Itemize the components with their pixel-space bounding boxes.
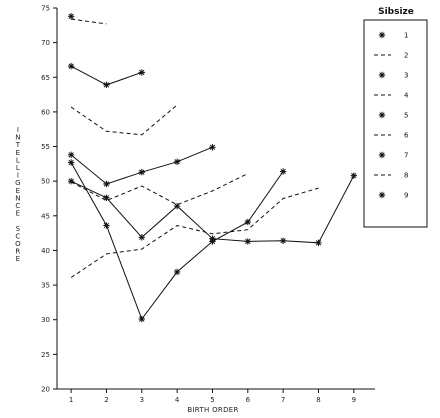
y-tick-label: 60	[41, 108, 50, 116]
x-tick-label: 6	[246, 396, 251, 404]
data-point-9	[138, 234, 145, 241]
series-line-7	[70, 162, 284, 321]
data-point-5	[67, 151, 75, 159]
y-tick-label: 25	[41, 351, 50, 359]
y-tick-label: 30	[41, 316, 50, 324]
y-tick-label: 65	[41, 74, 50, 82]
data-point-7	[138, 315, 145, 323]
data-point-7	[173, 268, 181, 276]
legend-marker-5	[378, 111, 386, 119]
data-point-5	[103, 180, 110, 188]
data-point-5	[173, 158, 181, 165]
data-point-9	[67, 177, 75, 185]
x-tick-label: 8	[316, 396, 320, 404]
data-point-7	[279, 168, 287, 175]
series-markers	[67, 13, 357, 323]
x-tick-label: 3	[140, 396, 144, 404]
legend-marker-3	[378, 71, 386, 79]
data-point-9	[173, 202, 181, 210]
legend-marker-1	[378, 31, 386, 39]
y-tick-label: 70	[41, 39, 50, 47]
legend-label-5: 5	[404, 112, 408, 120]
data-point-9	[279, 237, 287, 244]
x-tick-label: 7	[281, 396, 285, 404]
series-line-2	[71, 18, 107, 25]
legend-box	[363, 19, 428, 228]
x-axis-title: BIRTH ORDER	[187, 406, 238, 414]
data-point-1	[67, 13, 75, 20]
legend-label-4: 4	[404, 92, 409, 100]
series-line-8	[70, 187, 319, 278]
legend-label-7: 7	[404, 152, 408, 160]
legend-label-8: 8	[404, 172, 408, 180]
data-point-3	[67, 62, 75, 70]
series-line-6	[70, 173, 249, 206]
legend-label-1: 1	[404, 32, 408, 40]
data-point-7	[244, 218, 251, 226]
data-point-9	[209, 235, 216, 242]
y-tick-label: 75	[41, 5, 50, 13]
x-tick-label: 9	[352, 396, 356, 404]
data-point-9	[315, 239, 322, 247]
data-point-5	[209, 144, 216, 151]
x-tick-label: 4	[175, 396, 180, 404]
data-point-9	[244, 238, 251, 245]
series-lines	[70, 18, 355, 321]
data-point-9	[350, 172, 357, 179]
x-tick-label: 1	[69, 396, 73, 404]
series-line-4	[70, 104, 178, 136]
legend-marker-7	[378, 151, 386, 159]
legend-marker-9	[378, 191, 386, 199]
y-tick-label: 50	[41, 178, 50, 186]
legend-title: Sibsize	[378, 7, 414, 17]
legend-label-6: 6	[404, 132, 409, 140]
legend-label-2: 2	[404, 52, 408, 60]
x-tick-label: 5	[210, 396, 214, 404]
legend-label-3: 3	[404, 72, 408, 80]
y-tick-label: 20	[41, 386, 50, 394]
data-point-5	[138, 168, 145, 176]
series-line-5	[70, 146, 213, 185]
data-point-3	[103, 81, 110, 89]
y-tick-label: 35	[41, 282, 50, 290]
series-line-9	[70, 175, 355, 244]
y-tick-label: 45	[41, 212, 50, 220]
legend: Sibsize 1 2 3 4 5 6 7 8 9	[363, 7, 428, 228]
data-point-7	[103, 222, 110, 229]
y-tick-label: 55	[41, 143, 50, 151]
x-tick-label: 2	[104, 396, 108, 404]
y-tick-label: 40	[41, 247, 50, 255]
data-point-9	[103, 194, 110, 202]
legend-label-9: 9	[404, 192, 408, 200]
data-point-7	[67, 159, 75, 166]
data-point-3	[138, 69, 145, 76]
